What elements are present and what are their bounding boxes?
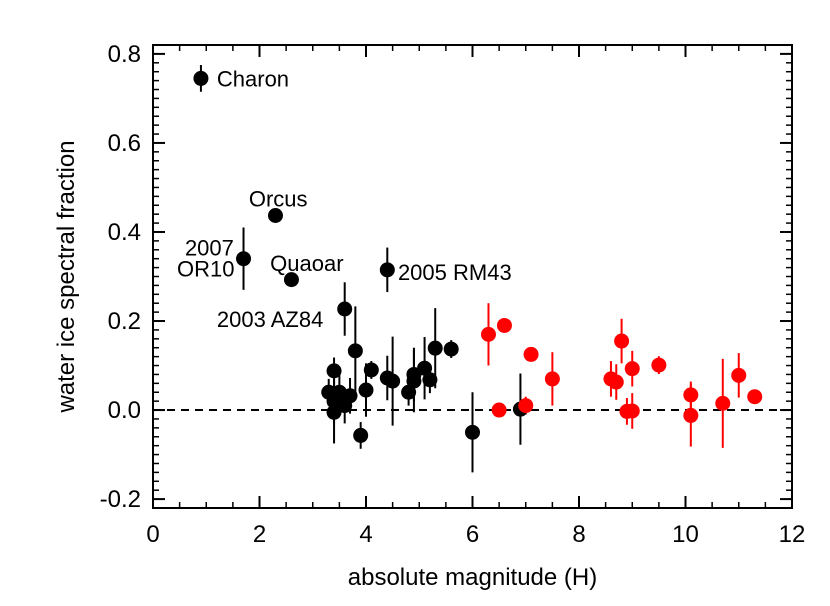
y-tick-label: 0.8 — [108, 41, 141, 68]
red-data-point — [651, 357, 667, 373]
red-data-point — [624, 361, 640, 377]
y-tick-label: 0.4 — [108, 219, 141, 246]
black-data-point — [443, 341, 459, 357]
annotation-label: 2007 — [185, 236, 234, 261]
axis-ticks — [152, 45, 793, 508]
red-data-point — [731, 367, 747, 383]
annotation-label: Charon — [217, 66, 289, 91]
red-data-point — [523, 346, 539, 362]
black-data-point — [342, 388, 358, 404]
y-axis-label: water ice spectral fraction — [53, 140, 80, 413]
black-data-point — [417, 360, 433, 376]
red-data-point — [614, 333, 630, 349]
black-data-point — [267, 208, 283, 224]
red-data-point — [544, 371, 560, 387]
black-data-point — [193, 70, 209, 86]
red-data-point — [624, 403, 640, 419]
y-tick-label: 0.2 — [108, 308, 141, 335]
tick-labels: 0 2 4 6 8 10 12 -0.2 0.0 0.2 0.4 0.6 0.8 — [100, 41, 806, 548]
x-tick-label: 0 — [146, 521, 159, 548]
black-data-point — [347, 343, 363, 359]
y-tick-label: 0.0 — [108, 397, 141, 424]
black-data-point — [337, 301, 353, 317]
red-data-point — [715, 395, 731, 411]
y-tick-label: -0.2 — [100, 486, 141, 513]
annotation-label: Orcus — [249, 187, 308, 212]
black-data-point — [363, 362, 379, 378]
black-data-point — [427, 340, 443, 356]
annotation-label: 2003 AZ84 — [217, 307, 323, 332]
x-tick-label: 8 — [572, 521, 585, 548]
red-data-point — [608, 374, 624, 390]
x-tick-label: 2 — [253, 521, 266, 548]
x-tick-label: 4 — [359, 521, 372, 548]
annotation-label: 2005 RM43 — [398, 260, 512, 285]
black-data-point — [422, 372, 438, 388]
red-data-point — [491, 402, 507, 418]
red-data-point — [683, 387, 699, 403]
black-data-point — [283, 272, 299, 288]
black-data-point — [353, 427, 369, 443]
annotation-label: Quaoar — [270, 251, 343, 276]
red-data-point — [518, 398, 534, 414]
red-data-point — [747, 389, 763, 405]
x-tick-label: 12 — [779, 521, 806, 548]
black-data-point — [385, 373, 401, 389]
x-tick-label: 10 — [672, 521, 699, 548]
x-axis-label: absolute magnitude (H) — [348, 564, 597, 591]
red-data-point — [683, 407, 699, 423]
annotation-label: OR10 — [177, 256, 234, 281]
data-points — [193, 70, 763, 443]
black-data-point — [465, 424, 480, 440]
black-data-point — [401, 384, 417, 400]
y-tick-label: 0.6 — [108, 130, 141, 157]
red-data-point — [480, 326, 496, 342]
black-data-point — [379, 262, 395, 278]
x-tick-label: 6 — [466, 521, 479, 548]
black-data-point — [326, 363, 342, 379]
black-data-point — [358, 382, 374, 398]
black-data-point — [236, 251, 252, 267]
red-data-point — [496, 317, 512, 333]
